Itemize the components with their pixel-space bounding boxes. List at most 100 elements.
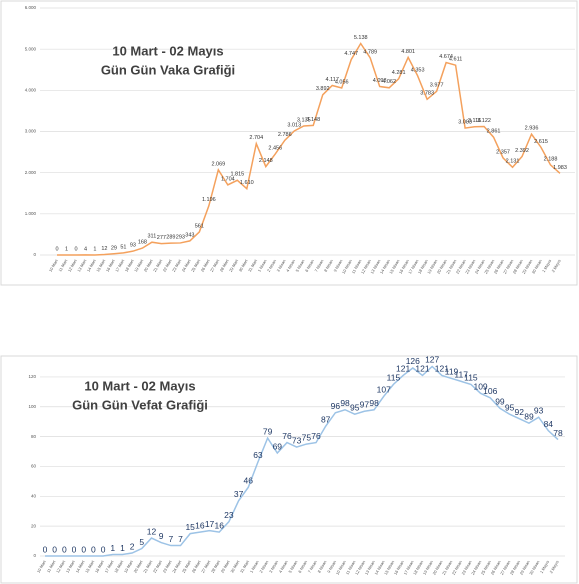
x-tick-label: 30 Mart xyxy=(229,559,241,574)
chart-title: 10 Mart - 02 Mayıs xyxy=(84,378,195,393)
x-tick-label: 27 Mart xyxy=(209,258,221,273)
data-label: 4.056 xyxy=(335,79,349,85)
data-label: 16 xyxy=(195,520,205,530)
x-tick-label: 3 Nisan xyxy=(268,560,279,574)
data-label: 3.083 xyxy=(458,120,472,126)
data-label: 84 xyxy=(544,419,554,429)
data-label: 109 xyxy=(473,382,487,392)
data-label: 1 xyxy=(120,543,125,553)
x-tick-label: 1 Mayıs xyxy=(541,259,552,274)
data-label: 126 xyxy=(406,356,420,366)
x-tick-label: 31 Mart xyxy=(239,559,251,574)
data-label: 51 xyxy=(120,244,126,250)
data-label: 2.861 xyxy=(487,129,501,135)
x-tick-label: 19 Mart xyxy=(123,559,135,574)
y-tick-label: 6.000 xyxy=(25,5,37,10)
x-tick-label: 11 Mart xyxy=(57,258,68,273)
data-label: 293 xyxy=(176,234,185,240)
data-label: 97 xyxy=(360,399,370,409)
data-label: 5 xyxy=(139,537,144,547)
y-tick-label: 2.000 xyxy=(25,170,37,175)
x-tick-label: 5 Nisan xyxy=(294,259,305,273)
data-label: 2.456 xyxy=(268,145,282,151)
data-label: 75 xyxy=(302,432,312,442)
x-tick-label: 3 Nisan xyxy=(275,259,286,273)
y-tick-label: 0 xyxy=(33,553,36,558)
x-tick-label: 15 Mart xyxy=(84,559,96,574)
x-tick-label: 28 Mart xyxy=(210,559,222,574)
data-label: 3.148 xyxy=(306,117,320,123)
data-label: 289 xyxy=(166,235,175,241)
x-tick-label: 6 Nisan xyxy=(297,560,308,574)
data-label: 121 xyxy=(396,364,410,374)
data-label: 23 xyxy=(224,510,234,520)
x-tick-label: 12 Mart xyxy=(67,258,79,273)
data-label: 0 xyxy=(43,544,48,554)
data-label: 4.062 xyxy=(382,79,396,85)
chart-title: 10 Mart - 02 Mayıs xyxy=(112,43,223,58)
data-label: 561 xyxy=(195,223,204,229)
data-label: 1 xyxy=(110,543,115,553)
data-label: 69 xyxy=(273,441,283,451)
x-tick-label: 24 Mart xyxy=(171,559,183,574)
y-tick-label: 120 xyxy=(28,374,36,379)
x-tick-label: 5 Nisan xyxy=(287,560,298,574)
data-label: 3.013 xyxy=(287,122,301,128)
data-label: 4.674 xyxy=(439,54,453,60)
data-label: 95 xyxy=(505,402,515,412)
x-tick-label: 2 Nisan xyxy=(266,259,277,273)
data-label: 1 xyxy=(93,246,96,252)
x-tick-label: 26 Mart xyxy=(191,559,203,574)
x-tick-label: 2 Mayıs xyxy=(550,259,561,274)
x-tick-label: 7 Nisan xyxy=(307,560,318,574)
data-label: 2 xyxy=(130,541,135,551)
data-label: 3.783 xyxy=(420,91,434,97)
x-tick-label: 14 Mart xyxy=(86,258,98,273)
chart-subtitle: Gün Gün Vefat Grafiği xyxy=(72,397,208,412)
x-tick-label: 1 Nisan xyxy=(256,259,267,273)
y-tick-label: 3.000 xyxy=(25,129,37,134)
data-label: 15 xyxy=(185,522,195,532)
data-label: 1.704 xyxy=(221,176,235,182)
x-tick-label: 9 Nisan xyxy=(326,560,337,574)
y-tick-label: 60 xyxy=(31,464,37,469)
data-label: 98 xyxy=(369,398,379,408)
x-tick-label: 18 Mart xyxy=(113,559,125,574)
data-label: 0 xyxy=(74,246,77,252)
x-tick-label: 31 Mart xyxy=(247,258,259,273)
x-tick-label: 25 Mart xyxy=(190,258,202,273)
data-label: 1.196 xyxy=(202,197,216,203)
data-label: 76 xyxy=(282,431,292,441)
data-label: 17 xyxy=(205,519,215,529)
x-tick-label: 26 Mart xyxy=(200,258,212,273)
data-label: 4.281 xyxy=(392,70,406,76)
data-label: 2.131 xyxy=(506,159,520,165)
data-label: 87 xyxy=(321,414,331,424)
x-tick-label: 28 Mart xyxy=(219,258,231,273)
x-tick-label: 7 Nisan xyxy=(313,259,324,273)
data-label: 0 xyxy=(62,544,67,554)
data-label: 46 xyxy=(244,476,254,486)
x-tick-label: 8 Nisan xyxy=(323,259,334,273)
y-tick-label: 5.000 xyxy=(25,46,37,51)
x-tick-label: 20 Mart xyxy=(132,559,144,574)
data-label: 0 xyxy=(55,246,58,252)
data-label: 2.148 xyxy=(259,158,273,164)
x-tick-label: 20 Mart xyxy=(143,258,155,273)
x-tick-label: 15 Mart xyxy=(95,258,107,273)
x-tick-label: 10 Mart xyxy=(48,258,60,273)
y-tick-label: 80 xyxy=(31,434,37,439)
x-tick-label: 23 Mart xyxy=(162,559,174,574)
x-tick-label: 13 Mart xyxy=(76,258,88,273)
data-label: 115 xyxy=(464,373,478,383)
data-label: 98 xyxy=(340,398,350,408)
x-tick-label: 13 Mart xyxy=(65,559,77,574)
y-tick-label: 100 xyxy=(28,404,36,409)
x-tick-label: 30 Mart xyxy=(237,258,249,273)
chart-frame xyxy=(0,0,578,286)
data-label: 79 xyxy=(263,426,273,436)
data-label: 12 xyxy=(101,246,107,252)
x-tick-label: 17 Mart xyxy=(103,559,115,574)
